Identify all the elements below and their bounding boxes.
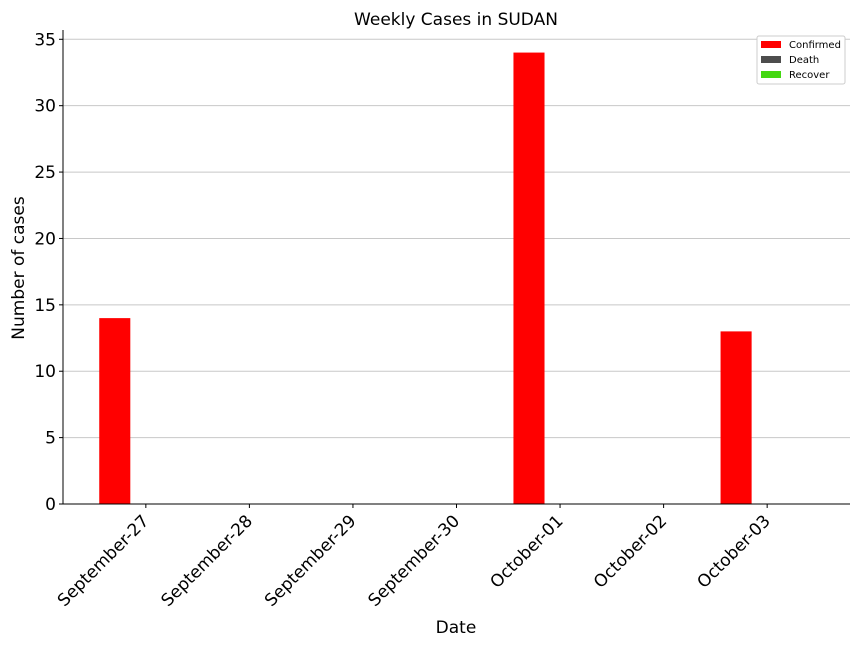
legend-swatch-confirmed [761, 41, 781, 48]
y-tick-label: 15 [34, 296, 56, 316]
gridlines [63, 38, 850, 439]
legend-label-recover: Recover [789, 70, 830, 81]
x-tick-label: September-29 [261, 511, 360, 610]
x-tick-label: September-27 [54, 511, 153, 610]
y-tick-label: 10 [34, 362, 56, 382]
x-tick-label: October-02 [590, 511, 671, 592]
bars [99, 52, 752, 504]
chart-title: Weekly Cases in SUDAN [354, 10, 558, 30]
x-ticks: September-27 September-28 September-29 Sept… [54, 504, 775, 611]
bar-confirmed [513, 52, 545, 504]
x-axis-label: Date [436, 618, 477, 638]
x-tick-label: October-01 [486, 511, 567, 592]
y-tick-label: 5 [45, 429, 56, 449]
x-tick-label: October-03 [694, 511, 775, 592]
legend-label-confirmed: Confirmed [789, 40, 841, 51]
legend-label-death: Death [789, 55, 819, 66]
y-tick-label: 25 [34, 163, 56, 183]
legend-swatch-death [761, 56, 781, 63]
y-tick-label: 35 [34, 30, 56, 50]
bar-confirmed [99, 318, 131, 504]
x-tick-label: September-30 [365, 511, 464, 610]
y-tick-label: 20 [34, 229, 56, 249]
y-tick-label: 30 [34, 97, 56, 117]
legend-swatch-recover [761, 71, 781, 78]
x-tick-label: September-28 [157, 511, 256, 610]
legend: Confirmed Death Recover [756, 35, 846, 85]
bar-confirmed [720, 331, 752, 504]
y-tick-label: 0 [45, 495, 56, 515]
y-axis-label: Number of cases [9, 196, 29, 340]
y-ticks: 0 5 10 15 20 25 30 35 [34, 30, 63, 515]
